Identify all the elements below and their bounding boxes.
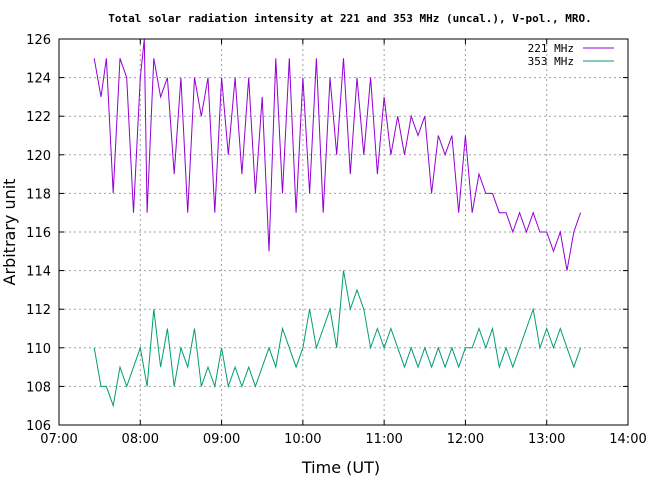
x-tick-label: 07:00: [40, 432, 77, 447]
x-tick-label: 10:00: [284, 432, 321, 447]
y-tick-label: 126: [26, 33, 51, 48]
x-tick-label: 11:00: [365, 432, 402, 447]
x-axis-label: Time (UT): [301, 458, 380, 477]
y-tick-label: 108: [26, 380, 51, 395]
y-axis-label: Arbitrary unit: [0, 179, 19, 286]
axis-ticks: 07:00 08:00 09:00 10:00 11:00 12:00 13:00 14:00…: [26, 33, 647, 447]
y-tick-label: 122: [26, 110, 51, 125]
y-tick-label: 106: [26, 419, 51, 434]
legend-label: 221 MHz: [528, 42, 574, 55]
x-tick-label: 13:00: [528, 432, 565, 447]
y-tick-label: 114: [26, 265, 51, 280]
grid-lines: [59, 39, 628, 425]
x-tick-label: 14:00: [609, 432, 646, 447]
series-line-221-mhz: [93, 38, 582, 271]
y-tick-label: 124: [26, 72, 51, 87]
x-tick-label: 08:00: [122, 432, 159, 447]
y-tick-label: 118: [26, 187, 51, 202]
y-tick-label: 116: [26, 226, 51, 241]
y-tick-label: 110: [26, 342, 51, 357]
legend-label: 353 MHz: [528, 55, 574, 68]
y-tick-label: 112: [26, 303, 51, 318]
data-series: [93, 38, 582, 408]
x-tick-label: 09:00: [203, 432, 240, 447]
y-tick-label: 120: [26, 149, 51, 164]
x-tick-label: 12:00: [447, 432, 484, 447]
chart-title: Total solar radiation intensity at 221 a…: [108, 12, 591, 25]
series-line-353-mhz: [93, 270, 582, 408]
